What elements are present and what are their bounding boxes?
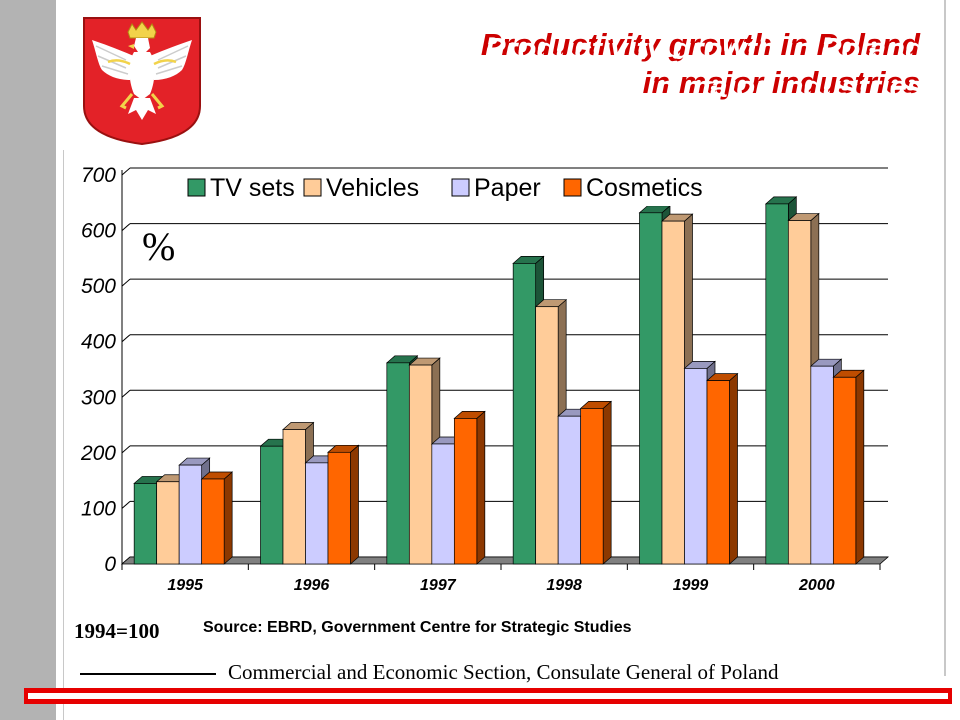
x-tick-label: 1997: [420, 577, 457, 594]
gridline-depth: [121, 167, 131, 176]
legend-swatch: [451, 178, 470, 197]
bar-vehicles: [156, 481, 180, 565]
bar-tv-sets: [386, 362, 410, 565]
bar-side-cosmetics: [855, 369, 865, 565]
title-shadow: Productivity growth in Poland in major i…: [481, 26, 920, 102]
bottom-accent-bar-inner: [28, 693, 948, 699]
bar-cosmetics: [706, 380, 730, 565]
bar-vehicles: [282, 429, 306, 565]
y-tick-label: 500: [81, 275, 116, 298]
x-tick-label: 1998: [546, 577, 582, 594]
y-tick-label: 200: [80, 442, 116, 465]
legend-label: Vehicles: [326, 174, 419, 202]
bar-vehicles: [787, 220, 812, 565]
title-shadow-line1: Productivity growth in Poland: [480, 27, 920, 62]
bar-paper: [178, 464, 203, 565]
legend-swatch: [563, 178, 582, 197]
legend-label: Cosmetics: [586, 174, 703, 202]
x-tick-label: 1999: [673, 577, 709, 594]
bar-tv-sets: [133, 483, 158, 565]
bar-paper: [810, 365, 834, 565]
y-unit-label: %: [142, 224, 175, 269]
bar-side-cosmetics: [602, 400, 612, 565]
left-border-line: [63, 150, 64, 720]
x-tick-label: 2000: [798, 577, 835, 594]
y-tick-label: 700: [81, 164, 116, 187]
legend-label: Paper: [474, 174, 541, 202]
bar-vehicles: [661, 220, 685, 565]
gridline-depth: [121, 223, 131, 231]
y-tick-label: 300: [81, 386, 116, 409]
bar-side-cosmetics: [350, 444, 359, 565]
bar-paper: [684, 368, 708, 565]
legend-swatch: [187, 178, 206, 197]
base-year-note: 1994=100: [74, 619, 160, 643]
right-border-line: [944, 0, 946, 676]
footer-rule: [80, 673, 216, 675]
bar-paper: [431, 443, 455, 565]
source-note: Source: EBRD, Government Centre for Stra…: [203, 619, 632, 636]
gridline-depth: [121, 445, 131, 454]
bar-tv-sets: [639, 212, 663, 565]
bar-side-cosmetics: [476, 410, 486, 565]
bar-cosmetics: [453, 418, 478, 565]
legend-swatch: [303, 178, 322, 197]
bar-paper: [305, 462, 329, 565]
gridline-depth: [121, 334, 131, 343]
polish-eagle-emblem: [83, 17, 201, 146]
x-tick-label: 1996: [294, 577, 330, 594]
bar-paper: [557, 415, 582, 565]
gridline-depth: [121, 501, 131, 509]
bar-vehicles: [408, 364, 433, 565]
title-shadow-line2: in major industries: [642, 65, 920, 100]
y-tick-label: 100: [81, 497, 116, 520]
bar-cosmetics: [832, 376, 857, 565]
slide-title: Productivity growth in Poland in major i…: [485, 30, 924, 106]
bar-tv-sets: [765, 203, 789, 565]
bar-side-cosmetics: [223, 471, 233, 565]
bar-cosmetics: [580, 408, 604, 565]
bar-side-cosmetics: [729, 372, 738, 565]
legend-label: TV sets: [210, 174, 295, 202]
bar-cosmetics: [201, 478, 225, 565]
gridline-depth: [121, 278, 131, 287]
footer-text: Commercial and Economic Section, Consula…: [228, 660, 779, 684]
x-tick-label: 1995: [167, 577, 204, 594]
bar-vehicles: [535, 306, 559, 565]
left-sidebar-band: [0, 0, 56, 720]
title-line2: in major industries: [646, 69, 924, 104]
bar-tv-sets: [260, 445, 284, 565]
bar-cosmetics: [327, 451, 351, 565]
y-tick-label: 600: [81, 220, 116, 243]
productivity-bar-chart: 0 100 200 300 400 500 600 700 1995 1996 1997 1998 19…: [80, 164, 890, 594]
y-tick-label: 400: [81, 331, 116, 354]
title-line1: Productivity growth in Poland: [484, 31, 924, 66]
gridline-depth: [121, 389, 131, 398]
y-tick-label: 0: [104, 553, 116, 576]
bar-tv-sets: [512, 263, 537, 565]
